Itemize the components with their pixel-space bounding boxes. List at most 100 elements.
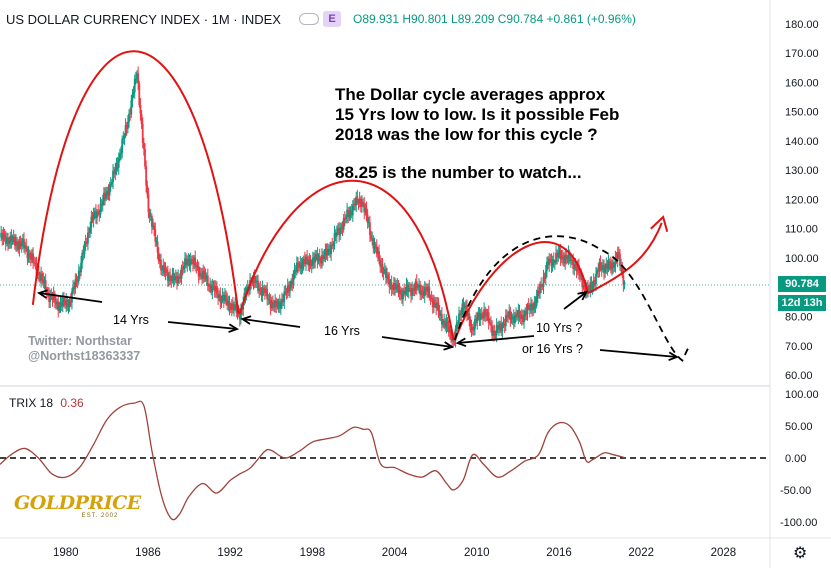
candle-body xyxy=(47,292,49,294)
goldprice-logo: GOLDPRICE EST. 2002 xyxy=(14,493,146,521)
candle-body xyxy=(548,258,551,265)
candle-body xyxy=(230,303,233,310)
candle-body xyxy=(25,245,28,250)
candle-body xyxy=(531,303,533,311)
candle-body xyxy=(233,304,235,311)
candle-body xyxy=(338,228,341,236)
chart-header: US DOLLAR CURRENCY INDEX · 1M · INDEX E … xyxy=(6,11,636,27)
candle-body xyxy=(420,290,423,295)
exchange-badge[interactable]: E xyxy=(322,11,341,27)
candle-body xyxy=(198,273,201,277)
candle-body xyxy=(76,281,79,282)
candle-body xyxy=(66,299,69,308)
candle-body xyxy=(152,225,154,227)
candle-body xyxy=(179,276,182,279)
ohlc-readout: O89.931 H90.801 L89.209 C90.784 +0.861 (… xyxy=(352,12,636,26)
candle-body xyxy=(214,286,217,292)
candle-body xyxy=(321,254,323,264)
candle-body xyxy=(197,266,200,277)
candle-body xyxy=(24,245,27,248)
candle-body xyxy=(251,282,254,284)
candle-body xyxy=(255,280,258,282)
candle-body xyxy=(48,293,50,302)
candle-body xyxy=(285,292,288,294)
candle-body xyxy=(522,314,524,322)
candle-body xyxy=(467,313,470,316)
y-tick-label: 150.00 xyxy=(785,107,819,119)
candle-body xyxy=(293,269,296,274)
candle-body xyxy=(133,78,136,93)
candle-body xyxy=(486,312,489,316)
candle-body xyxy=(271,301,274,304)
candle-body xyxy=(444,320,447,328)
candle-body xyxy=(581,275,584,288)
candle-body xyxy=(370,235,372,239)
candle-body xyxy=(140,113,143,124)
candle-body xyxy=(84,241,87,244)
candle-body xyxy=(440,314,443,325)
candle-body xyxy=(530,303,532,311)
candle-body xyxy=(26,249,29,259)
candle-body xyxy=(383,269,386,272)
candle-body xyxy=(605,263,608,269)
candle-body xyxy=(42,279,45,283)
span-label-or-16-yrs: or 16 Yrs ? xyxy=(522,342,583,356)
x-tick-label: 1992 xyxy=(217,547,243,559)
candle-body xyxy=(323,255,326,260)
candle-body xyxy=(211,285,214,293)
candle-body xyxy=(106,191,109,193)
candle-body xyxy=(305,256,307,265)
candle-body xyxy=(82,252,85,255)
candle-body xyxy=(226,298,229,306)
candle-body xyxy=(516,314,519,318)
candle-body xyxy=(520,314,523,320)
candle-body xyxy=(138,83,141,105)
trix-label: TRIX 18 xyxy=(9,396,54,410)
y-tick-label: 160.00 xyxy=(785,77,819,89)
candle-body xyxy=(20,243,23,247)
candle-body xyxy=(176,276,178,284)
candle-body xyxy=(124,125,127,136)
candle-body xyxy=(276,305,279,307)
candle-body xyxy=(270,301,273,309)
candle-body xyxy=(479,313,482,320)
arrow-14-left-head xyxy=(36,289,48,299)
gear-icon[interactable]: ⚙ xyxy=(793,545,808,562)
visibility-toggle-icon[interactable] xyxy=(298,13,319,25)
candle-body xyxy=(462,303,465,309)
symbol-title[interactable]: US DOLLAR CURRENCY INDEX · 1M · INDEX xyxy=(6,11,281,27)
candle-body xyxy=(579,273,581,277)
candle-body xyxy=(218,294,221,299)
candle-body xyxy=(196,266,199,268)
candle-body xyxy=(240,308,242,320)
candle-body xyxy=(279,302,282,309)
candle-body xyxy=(257,280,259,292)
cycle-note-line3: 2018 was the low for this cycle ? xyxy=(335,125,598,144)
candle-body xyxy=(527,305,530,307)
candle-body xyxy=(267,298,270,300)
candle-body xyxy=(64,300,66,306)
candle-body xyxy=(403,290,406,295)
candle-body xyxy=(571,259,573,261)
candle-body xyxy=(426,290,428,292)
candle-body xyxy=(388,279,391,288)
candle-body xyxy=(422,291,425,297)
candle-body xyxy=(525,310,528,315)
candle-body xyxy=(333,232,336,244)
candle-body xyxy=(275,300,278,307)
candle-body xyxy=(487,312,490,323)
candle-body xyxy=(490,322,492,326)
candle-body xyxy=(130,100,133,115)
candle-body xyxy=(543,276,546,279)
candle-body xyxy=(519,316,522,320)
candle-body xyxy=(411,288,414,296)
x-tick-label: 2022 xyxy=(628,547,654,559)
candle-body xyxy=(564,255,567,264)
candle-body xyxy=(351,205,354,216)
candle-body xyxy=(380,263,383,267)
candle-body xyxy=(5,238,8,244)
trix-legend[interactable]: TRIX 18 0.36 xyxy=(9,396,84,410)
candle-body xyxy=(445,321,448,328)
candle-body xyxy=(128,113,130,122)
candle-body xyxy=(567,252,570,258)
